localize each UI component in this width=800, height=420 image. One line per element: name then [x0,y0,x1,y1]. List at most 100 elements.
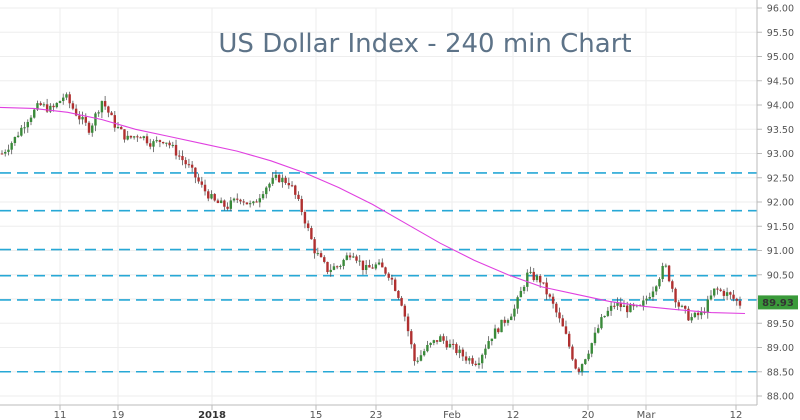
candle-down [216,200,220,204]
x-tick-label: 12 [507,410,520,420]
candle-down [413,344,416,362]
candle-down [297,194,300,200]
candle-down [107,106,110,113]
candle-up [680,305,684,307]
candle-up [7,149,10,152]
candle-down [74,108,78,116]
candle-down [626,305,629,313]
candle-up [629,304,632,313]
candle-down [190,164,194,168]
candle-up [62,97,65,102]
candle-up [94,113,97,126]
candle-down [464,356,468,361]
candle-up [171,144,175,146]
candle-down [564,326,568,334]
candle-up [65,94,68,98]
candle-down [474,363,477,366]
x-tick-label: 2018 [198,410,226,420]
candle-down [613,305,616,307]
candle-down [319,253,323,258]
candle-down [619,302,622,308]
candle-down [136,136,139,138]
candle-down [149,143,152,147]
candle-up [616,302,619,306]
candle-up [126,135,129,140]
candle-up [693,312,697,318]
candle-up [23,127,26,129]
candle-up [484,348,487,355]
candle-up [232,198,236,201]
y-axis-ticks: 96.00 95.50 95.00 94.50 94.00 93.50 93.00 92.50… [757,4,794,403]
candle-up [416,360,419,362]
x-axis-ticks: 11 19 2018 15 23 Feb 12 20 Mar 12 [54,405,742,420]
candle-up [36,103,39,110]
candle-up [509,316,513,321]
candle-down [255,201,258,203]
candle-up [516,297,519,309]
candle-up [584,359,587,365]
candle-up [713,288,716,296]
candle-down [71,103,75,109]
candle-up [609,305,613,311]
candle-up [593,332,597,344]
candle-up [364,265,368,271]
candle-down [406,316,410,332]
last-price-box [758,295,798,310]
candle-down [84,117,87,123]
candle-up [448,343,452,348]
candle-down [290,185,294,187]
candle-up [658,279,661,287]
candle-down [551,296,555,304]
candle-down [294,185,297,195]
x-tick-label: Mar [637,410,657,420]
candle-down [735,298,738,301]
candle-down [410,331,413,345]
candle-up [26,121,29,128]
candle-down [223,200,226,207]
moving-average-line [0,106,746,315]
candle-up [29,117,33,122]
candle-up [97,112,100,114]
candle-up [587,353,590,360]
candle-down [722,290,726,296]
candle-down [538,275,542,283]
candle-down [574,359,577,369]
candle-down [687,308,690,321]
y-tick-label: 96.00 [767,4,794,15]
candle-down [197,177,200,182]
candle-down [145,136,149,144]
candle-down [52,105,55,108]
candle-up [152,141,155,147]
candle-down [161,141,165,144]
candles [0,91,742,376]
y-tick-label: 88.00 [767,392,794,403]
candle-down [303,211,307,224]
candle-down [561,318,564,327]
candle-up [345,255,349,260]
candle-up [513,308,516,317]
candle-up [16,135,20,137]
candle-up [4,151,7,154]
candle-up [529,271,532,273]
candle-up [358,260,361,262]
candle-down [368,265,371,268]
candle-down [284,177,287,183]
candle-up [458,349,461,354]
candle-up [500,319,503,333]
y-tick-label: 90.50 [767,270,794,281]
candle-up [477,363,481,366]
candle-down [355,256,358,261]
candle-down [532,271,535,281]
candle-up [374,264,378,269]
candle-down [158,140,162,142]
candle-up [651,291,655,297]
candle-up [590,343,593,354]
candle-down [729,292,732,295]
candle-up [432,340,436,343]
candle-up [429,342,432,345]
candle-down [120,127,123,130]
candle-up [332,266,336,270]
candle-up [606,310,610,316]
candle-up [261,194,265,199]
candle-up [81,117,84,120]
